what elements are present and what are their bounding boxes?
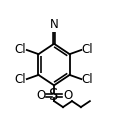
Text: Cl: Cl [81,73,92,86]
Text: O: O [62,89,72,102]
Text: N: N [49,18,58,31]
Text: Cl: Cl [15,43,26,56]
Text: S: S [49,88,58,103]
Text: O: O [36,89,45,102]
Text: Cl: Cl [81,43,92,56]
Text: Cl: Cl [15,73,26,86]
